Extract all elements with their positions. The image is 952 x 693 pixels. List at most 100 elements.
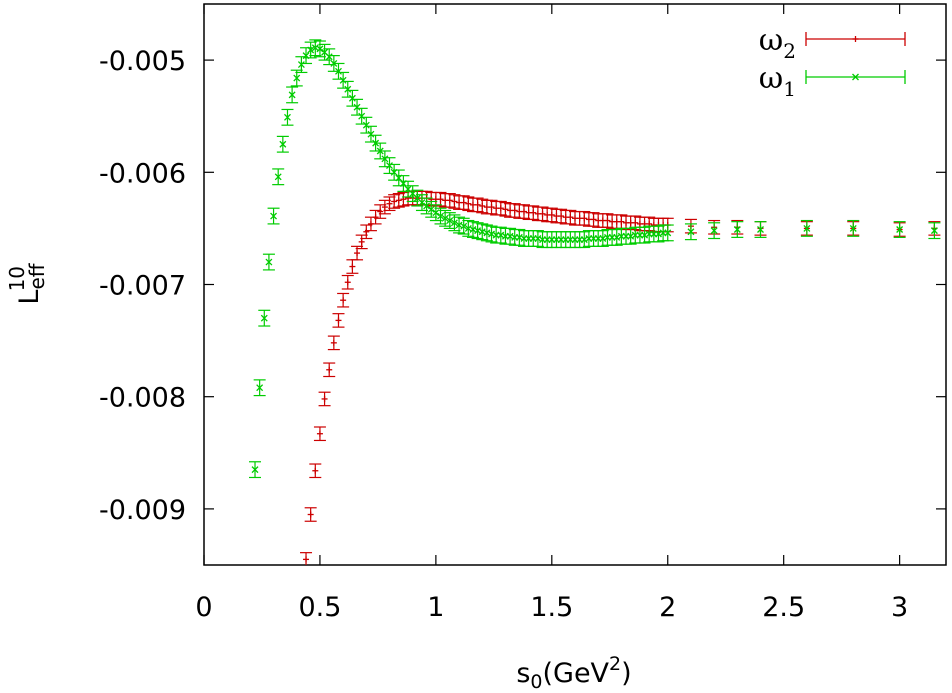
- data-point: [309, 463, 322, 479]
- x-axis-label: s0(GeV2): [516, 653, 631, 693]
- data-point: [513, 228, 526, 246]
- data-point: [596, 230, 609, 247]
- data-point: [485, 199, 498, 215]
- data-point: [313, 40, 326, 58]
- x-tick-label: 2: [659, 592, 676, 623]
- series-omega2: [300, 190, 941, 565]
- data-point: [369, 209, 382, 225]
- data-point: [397, 191, 410, 207]
- data-point: [290, 69, 303, 87]
- data-point: [610, 228, 623, 246]
- legend-sample-omega1: [805, 70, 906, 84]
- data-point: [517, 204, 530, 219]
- data-point: [527, 205, 540, 221]
- data-point: [471, 197, 484, 213]
- data-point: [411, 189, 424, 207]
- data-point: [364, 125, 377, 143]
- data-point: [355, 234, 368, 250]
- data-point: [346, 259, 359, 274]
- data-point: [731, 221, 744, 238]
- data-point: [847, 219, 860, 237]
- data-point: [272, 168, 285, 186]
- data-point: [351, 98, 364, 116]
- data-point: [341, 274, 354, 290]
- data-point: [434, 191, 447, 207]
- legend: ω2 ω1: [759, 23, 906, 101]
- data-point: [578, 210, 591, 226]
- data-point: [392, 169, 405, 187]
- plot-frame: [203, 3, 947, 566]
- data-point: [318, 43, 331, 61]
- data-point: [448, 214, 461, 232]
- data-point: [286, 86, 299, 104]
- data-point: [327, 335, 340, 351]
- data-point: [425, 200, 438, 218]
- data-point: [392, 193, 405, 208]
- x-tick-label: 1.5: [530, 592, 573, 623]
- data-point: [499, 201, 512, 217]
- y-tick-label: -0.007: [99, 271, 186, 302]
- data-point: [564, 209, 577, 225]
- data-point: [457, 195, 470, 210]
- data-point: [415, 194, 428, 212]
- data-point: [276, 135, 289, 153]
- legend-label-omega1: ω1: [759, 61, 796, 101]
- x-tick-label: 2.5: [762, 592, 805, 623]
- data-point: [494, 200, 507, 216]
- data-point: [587, 212, 600, 227]
- data-point: [304, 507, 317, 522]
- x-tick-label: 3: [891, 592, 908, 623]
- data-point: [281, 108, 294, 126]
- data-point: [480, 224, 493, 242]
- data-point: [332, 62, 345, 80]
- data-point: [313, 426, 326, 442]
- data-point: [420, 197, 433, 215]
- data-point: [800, 219, 813, 237]
- data-point: [476, 223, 489, 241]
- data-point: [258, 309, 271, 327]
- data-point: [661, 224, 674, 242]
- data-point: [893, 221, 906, 238]
- series-omega1: [249, 39, 941, 479]
- data-point: [253, 379, 266, 397]
- data-point: [754, 221, 767, 238]
- data-point: [337, 292, 350, 308]
- data-point: [462, 196, 475, 212]
- data-point: [249, 461, 262, 479]
- data-point: [332, 313, 345, 328]
- data-point: [448, 194, 461, 209]
- data-point: [346, 89, 359, 107]
- y-tick-label: -0.005: [99, 46, 186, 77]
- data-point: [374, 204, 387, 219]
- data-point: [341, 80, 354, 98]
- data-point: [388, 194, 401, 209]
- data-point: [708, 222, 721, 240]
- legend-sample-omega2: [805, 32, 906, 46]
- data-point: [485, 225, 498, 243]
- y-tick-label: -0.009: [99, 495, 186, 526]
- data-point: [378, 199, 391, 215]
- x-tick-label: 1: [427, 592, 444, 623]
- data-point: [323, 362, 336, 378]
- data-point: [536, 206, 549, 222]
- data-point: [318, 391, 331, 407]
- data-point: [300, 552, 313, 565]
- x-axis: 0 0.5 1 1.5 2 2.5 3: [195, 4, 908, 623]
- data-point: [928, 222, 941, 240]
- data-point: [601, 213, 614, 228]
- data-point: [508, 203, 521, 218]
- data-point: [262, 253, 275, 271]
- data-point: [267, 207, 280, 225]
- y-axis: -0.009 -0.008 -0.007 -0.006 -0.005: [99, 46, 946, 526]
- data-point: [476, 198, 489, 214]
- y-axis-label: Leff10: [5, 262, 49, 304]
- data-point: [555, 208, 568, 224]
- data-series-layer: [249, 39, 941, 565]
- data-point: [531, 230, 544, 247]
- x-tick-label: 0: [195, 592, 212, 623]
- data-point: [545, 207, 558, 223]
- data-point: [684, 223, 697, 241]
- x-tick-label: 0.5: [298, 592, 341, 623]
- data-point: [429, 204, 442, 222]
